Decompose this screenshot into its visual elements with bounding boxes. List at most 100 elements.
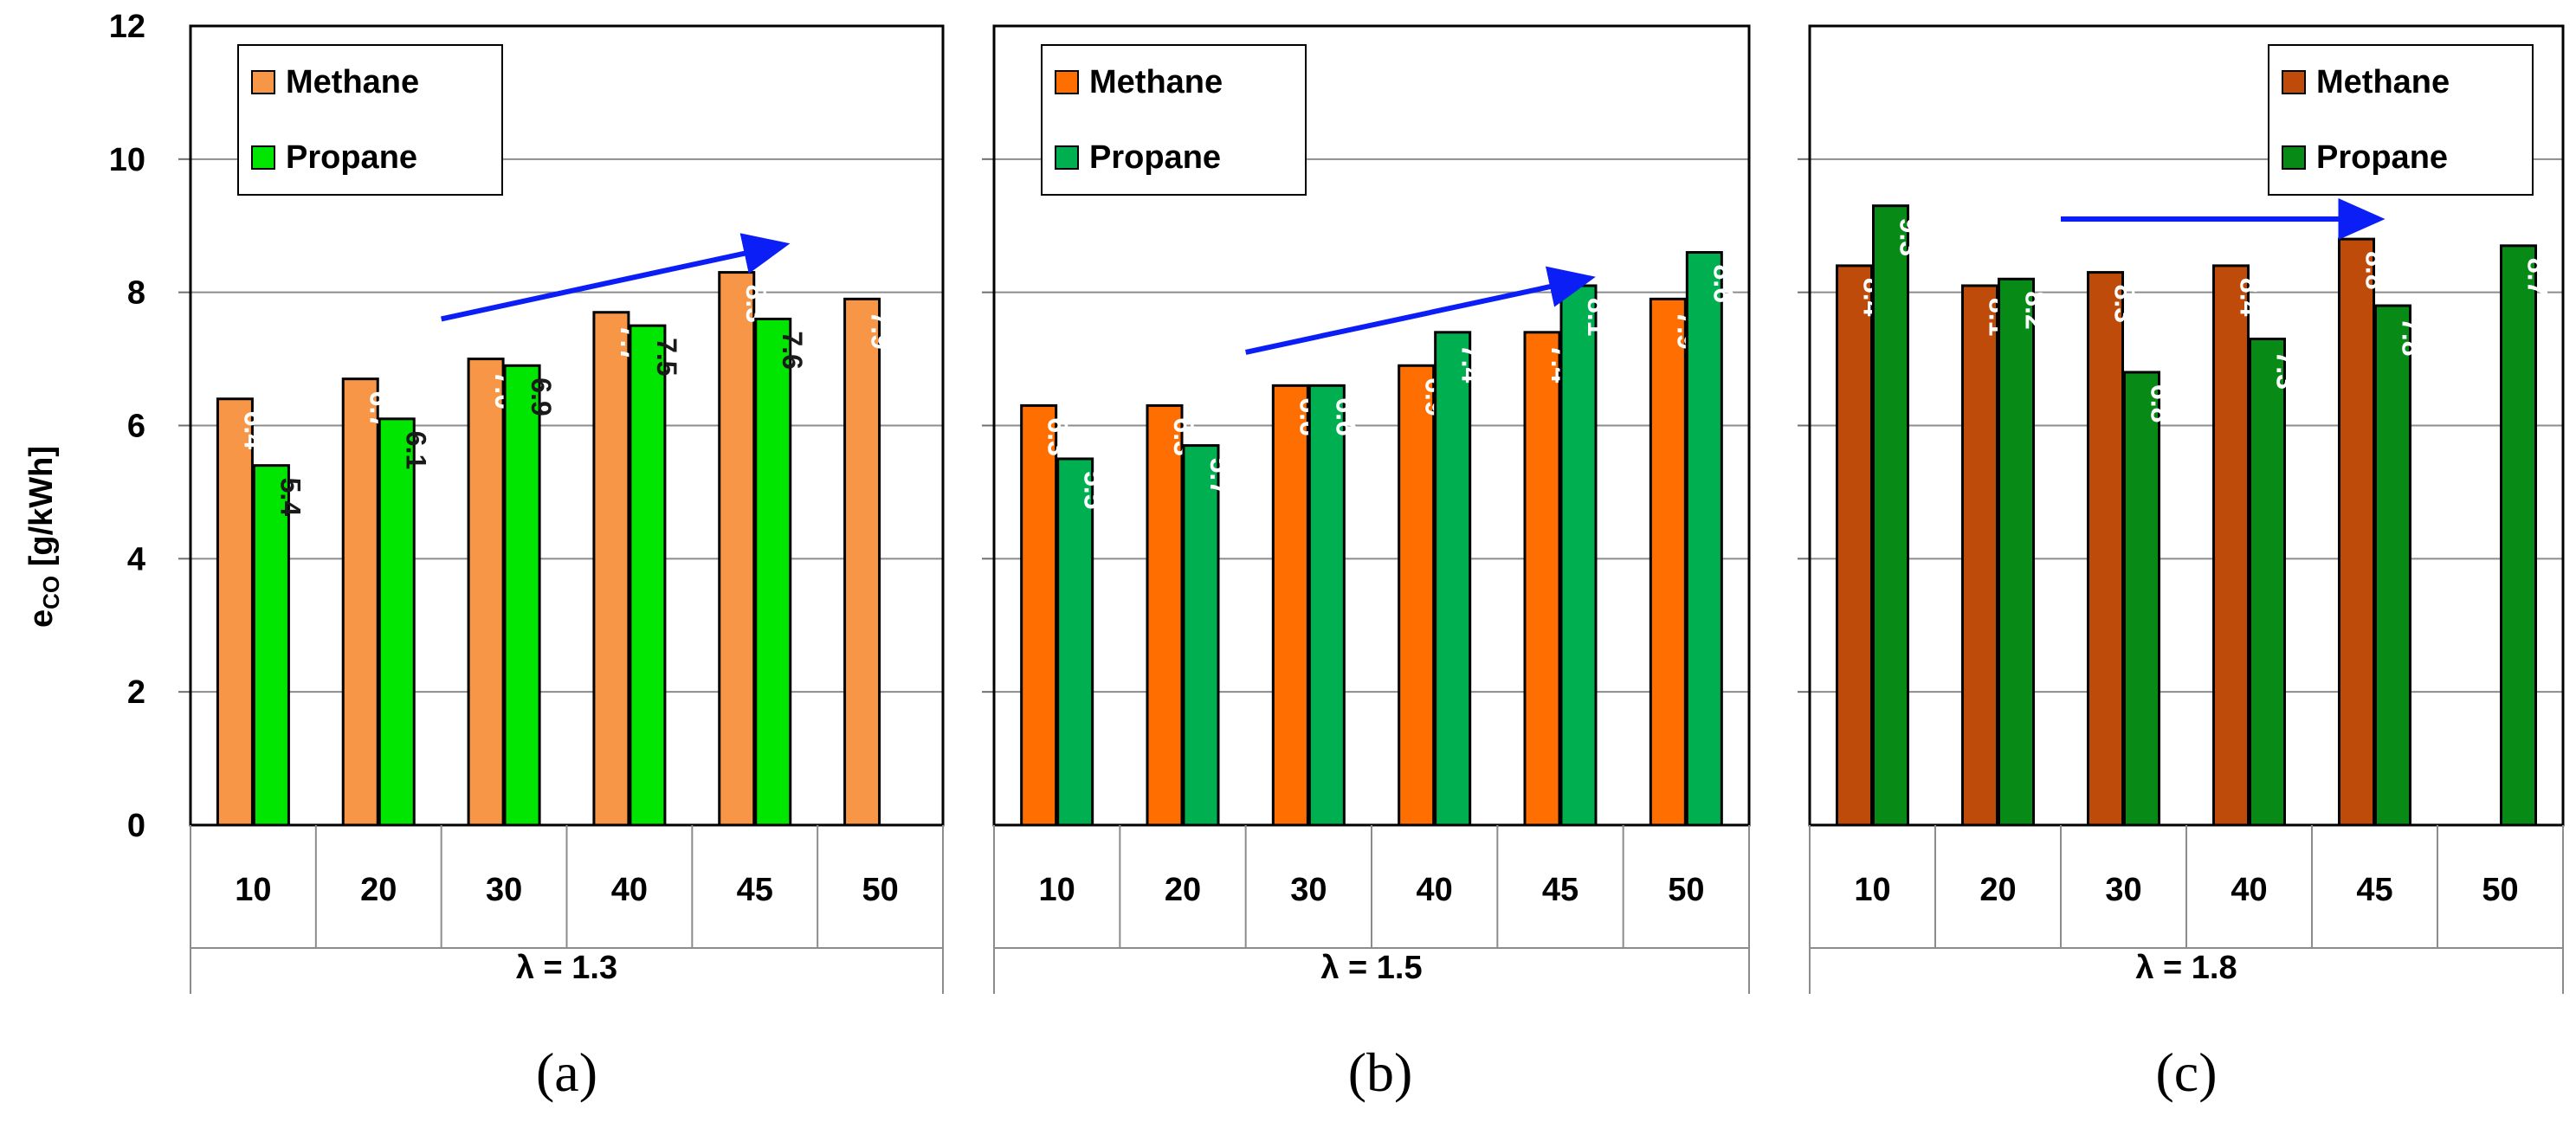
group-label: λ = 1.8 (2135, 950, 2237, 986)
legend: Methane Propane (2268, 44, 2534, 196)
y-tick-label: 12 (109, 9, 145, 45)
y-tick-label: 10 (109, 142, 145, 178)
bar-data-label: 6.4 (238, 411, 269, 450)
category-label: 50 (862, 872, 898, 908)
legend-label-methane: Methane (286, 64, 419, 100)
category-label: 10 (235, 872, 271, 908)
bar-methane (2212, 264, 2250, 827)
bar-data-label: 5.5 (1079, 471, 1110, 509)
bar-data-label: 7.5 (651, 338, 682, 376)
bar-data-label: 8.1 (1582, 298, 1613, 336)
bar-methane (718, 271, 756, 827)
bar-data-label: 8.7 (2522, 258, 2553, 296)
panel-caption: (c) (2155, 1041, 2217, 1103)
panel-caption: (a) (536, 1041, 597, 1103)
legend-label-methane: Methane (2316, 64, 2450, 100)
bar-methane (1961, 284, 1998, 827)
legend: Methane Propane (237, 44, 503, 196)
legend-swatch-propane (251, 145, 275, 170)
legend-swatch-methane (251, 70, 275, 94)
category-label: 45 (737, 872, 773, 908)
bar-propane (2374, 304, 2411, 827)
bar-data-label: 6.9 (526, 377, 557, 416)
bar-propane (1434, 331, 1472, 827)
bar-propane (1307, 384, 1346, 827)
legend-box (1041, 44, 1307, 196)
bar-propane (1182, 444, 1220, 827)
category-label: 40 (611, 872, 648, 908)
bar-propane (2249, 338, 2286, 827)
category-label: 30 (2105, 872, 2141, 908)
y-axis: 0 2 4 6 8 10 12 (109, 9, 145, 844)
bar-propane (503, 364, 541, 827)
bar-data-label: 8.3 (2109, 285, 2140, 323)
bar-methane (843, 297, 881, 827)
legend-label-propane: Propane (1089, 139, 1221, 176)
legend-swatch-propane (2282, 145, 2306, 170)
bar-methane (2338, 237, 2375, 827)
bar-propane (1056, 457, 1094, 827)
bar-methane (216, 397, 254, 827)
category-label: 20 (1165, 872, 1201, 908)
bar-methane (1020, 403, 1058, 827)
bar-methane (2087, 271, 2124, 827)
bar-data-label: 7.8 (2397, 318, 2428, 356)
category-label: 10 (1854, 872, 1890, 908)
bar-propane (1872, 204, 1909, 827)
bar-propane (629, 324, 667, 827)
bar-data-label: 5.7 (1204, 458, 1236, 496)
y-axis-title-main: e (23, 609, 60, 628)
bar-methane (1836, 264, 1873, 827)
bar-data-label: 7.9 (866, 311, 897, 349)
y-tick-label: 4 (127, 541, 145, 577)
bar-propane (754, 317, 792, 827)
group-label: λ = 1.3 (516, 950, 617, 986)
group-label: λ = 1.5 (1320, 950, 1422, 986)
bar-data-label: 8.4 (2235, 278, 2266, 317)
panels: 6.45.46.76.17.06.97.77.58.37.67.91020304… (178, 24, 2565, 1103)
bar-data-label: 7.3 (2271, 351, 2302, 390)
bar-methane (1649, 297, 1687, 827)
legend-box (2268, 44, 2534, 196)
y-axis-title: eCO [g/kWh] (23, 446, 64, 628)
legend-label-methane: Methane (1089, 64, 1223, 100)
category-label: 50 (1668, 872, 1704, 908)
legend-swatch-methane (1055, 70, 1079, 94)
y-axis-title-sub: CO (38, 576, 64, 609)
legend-label-propane: Propane (286, 139, 417, 176)
bar-data-label: 5.4 (274, 478, 306, 517)
panel-2: 6.35.56.35.76.66.66.97.47.48.17.98.61020… (982, 24, 1751, 1103)
bar-methane (341, 377, 379, 827)
bar-propane (378, 417, 416, 827)
panel-3: 8.49.38.18.28.36.88.47.38.87.88.71020304… (1798, 24, 2565, 1103)
bar-data-label: 6.6 (1330, 397, 1361, 435)
category-label: 45 (2356, 872, 2392, 908)
bar-data-label: 8.6 (1708, 265, 1739, 303)
bar-data-label: 9.3 (1895, 218, 1926, 256)
bar-methane (592, 311, 630, 827)
bar-propane (1685, 251, 1723, 827)
bar-data-label: 8.3 (740, 285, 772, 323)
category-label: 45 (1542, 872, 1579, 908)
category-label: 40 (2231, 872, 2267, 908)
bar-propane (1998, 277, 2035, 827)
bar-propane (252, 464, 290, 827)
bar-data-label: 6.3 (1043, 417, 1074, 455)
category-label: 30 (1290, 872, 1327, 908)
bar-methane (1271, 384, 1309, 827)
y-tick-label: 0 (127, 808, 145, 844)
legend-swatch-methane (2282, 70, 2306, 94)
bar-data-label: 6.1 (400, 431, 431, 469)
y-tick-label: 8 (127, 275, 145, 312)
bar-propane (1559, 284, 1598, 827)
legend-label-propane: Propane (2316, 139, 2448, 176)
bar-methane (467, 358, 505, 827)
bar-methane (1398, 364, 1436, 827)
category-label: 50 (2482, 872, 2518, 908)
y-axis-title-unit: [g/kWh] (23, 446, 60, 576)
legend: Methane Propane (1041, 44, 1307, 196)
category-label: 20 (1979, 872, 2016, 908)
category-label: 20 (360, 872, 397, 908)
panel-caption: (b) (1348, 1041, 1413, 1103)
